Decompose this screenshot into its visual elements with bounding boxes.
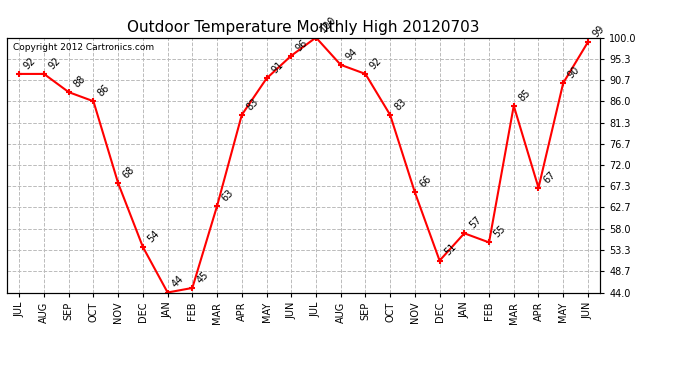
Text: 55: 55 [492, 224, 508, 240]
Text: 96: 96 [294, 37, 310, 53]
Text: 99: 99 [591, 24, 607, 39]
Text: Copyright 2012 Cartronics.com: Copyright 2012 Cartronics.com [13, 43, 154, 52]
Text: 91: 91 [269, 60, 285, 76]
Title: Outdoor Temperature Monthly High 20120703: Outdoor Temperature Monthly High 2012070… [128, 20, 480, 35]
Text: 92: 92 [47, 56, 63, 71]
Text: 51: 51 [442, 242, 458, 258]
Text: 92: 92 [22, 56, 38, 71]
Text: 92: 92 [368, 56, 384, 71]
Text: 85: 85 [517, 87, 533, 103]
Text: 100: 100 [319, 15, 339, 35]
Text: 90: 90 [566, 64, 582, 80]
Text: 86: 86 [96, 83, 112, 99]
Text: 83: 83 [393, 96, 408, 112]
Text: 66: 66 [417, 174, 433, 189]
Text: 63: 63 [220, 188, 235, 203]
Text: 94: 94 [344, 46, 359, 62]
Text: 68: 68 [121, 165, 137, 180]
Text: 44: 44 [170, 274, 186, 290]
Text: 54: 54 [146, 228, 161, 244]
Text: 57: 57 [467, 214, 483, 231]
Text: 83: 83 [244, 96, 260, 112]
Text: 88: 88 [72, 74, 87, 89]
Text: 67: 67 [541, 169, 557, 185]
Text: 45: 45 [195, 269, 211, 285]
